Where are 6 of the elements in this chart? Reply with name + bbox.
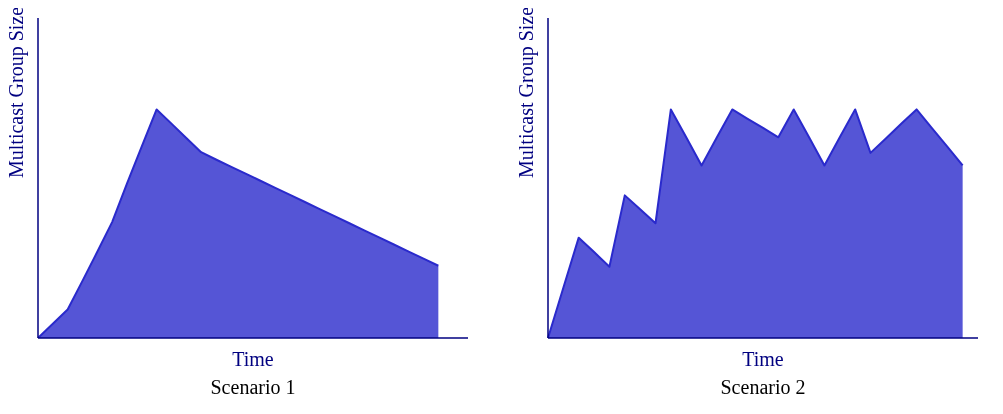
text: Scenario 1	[209, 376, 297, 399]
y-axis-title: Multicast Group Size	[515, 6, 539, 178]
y-axis-title: Multicast Group Size	[5, 6, 29, 178]
x-axis-title: Time	[232, 348, 274, 370]
x-axis-title: Time	[742, 348, 784, 370]
text: Scenario 2	[719, 376, 807, 399]
